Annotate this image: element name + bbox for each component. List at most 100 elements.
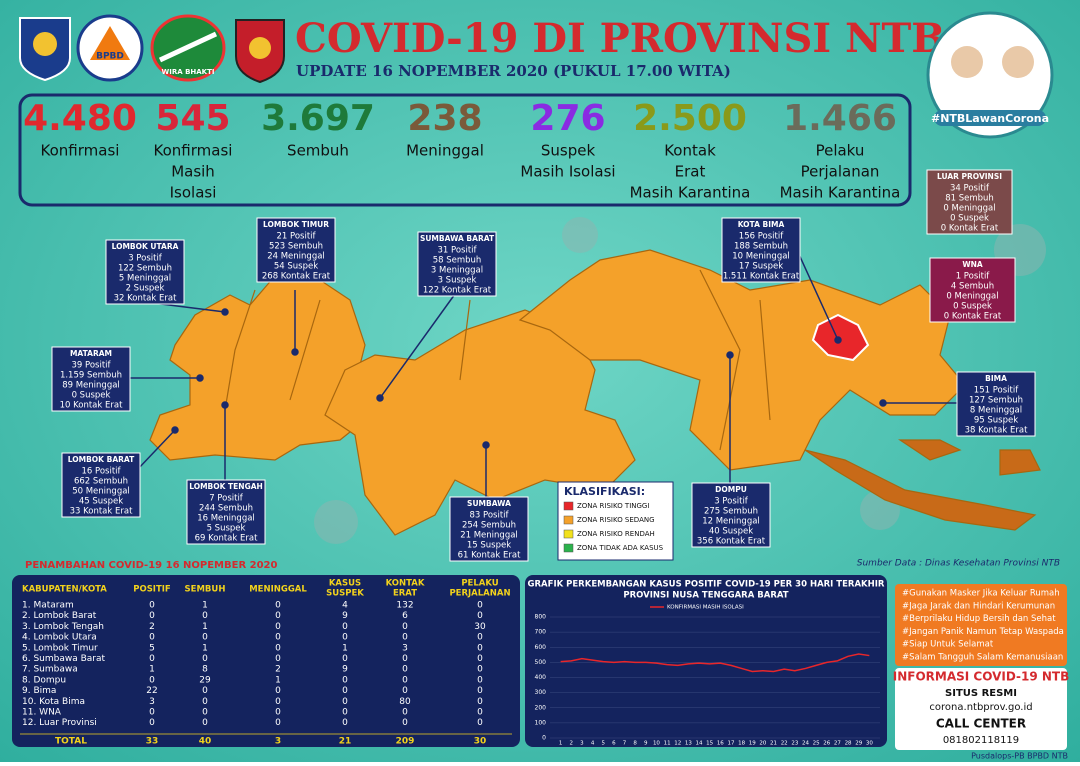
table-header: KABUPATEN/KOTA: [22, 585, 107, 595]
region-box: [51, 346, 131, 412]
table-header: SEMBUH: [185, 585, 226, 595]
table-total: 21: [339, 737, 352, 747]
stat-value: 2.500: [633, 98, 747, 139]
table-cell: 0: [402, 633, 408, 643]
region-box: [449, 496, 529, 562]
region-line: 0 Meninggal: [943, 204, 995, 214]
table-cell: 0: [275, 611, 281, 621]
region-line: 3 Suspek: [438, 276, 477, 286]
legend-label: ZONA RISIKO SEDANG: [577, 516, 655, 524]
info-message: #Siap Untuk Selamat: [902, 640, 994, 650]
legend-title: KLASIFIKASI:: [564, 485, 645, 498]
table-cell: 0: [477, 675, 483, 685]
table-cell: 0: [275, 622, 281, 632]
table-cell: 0: [202, 697, 208, 707]
table-cell: 0: [477, 697, 483, 707]
region-line: 156 Positif: [739, 232, 784, 242]
region-name: LOMBOK TIMUR: [263, 220, 329, 229]
info-messages-box: [895, 584, 1067, 666]
legend-swatch: [563, 543, 574, 553]
info-message: #Jangan Panik Namun Tetap Waspada: [902, 627, 1064, 637]
region-name: SUMBAWA BARAT: [420, 234, 495, 243]
region-line: 50 Meninggal: [72, 487, 130, 497]
table-cell: 0: [275, 686, 281, 696]
table-header: SUSPEK: [326, 589, 364, 599]
table-cell: 0: [149, 708, 155, 718]
table-total: 209: [396, 737, 415, 747]
table-cell: 2. Lombok Barat: [22, 611, 97, 621]
region-line: 244 Sembuh: [199, 504, 253, 514]
table-cell: 0: [402, 686, 408, 696]
table-cell: 0: [402, 665, 408, 675]
table-header: POSITIF: [133, 585, 171, 595]
stat-value: 276: [530, 98, 605, 139]
chart-box: [525, 575, 887, 747]
stat-value: 3.697: [261, 98, 375, 139]
x-tick-label: 25: [813, 741, 820, 747]
region-name: LOMBOK TENGAH: [189, 482, 263, 491]
x-tick-label: 16: [717, 741, 724, 747]
table-header: PELAKU: [461, 579, 498, 589]
line: [560, 653, 870, 673]
table-cell: 132: [396, 601, 413, 611]
region-line: 1 Positif: [956, 272, 991, 282]
x-tick-label: 19: [749, 741, 756, 747]
region-line: 0 Meninggal: [946, 292, 998, 302]
info-message: #Berprilaku Hidup Bersih dan Sehat: [902, 614, 1056, 624]
region-line: 12 Meninggal: [702, 517, 760, 527]
x-tick-label: 15: [706, 741, 713, 747]
x-tick-label: 28: [845, 741, 852, 747]
table-cell: 8. Dompu: [22, 675, 66, 685]
stat-label: Perjalanan: [801, 163, 880, 181]
region-line: 275 Sembuh: [704, 507, 758, 517]
table-header: KASUS: [329, 579, 361, 589]
region-line: 122 Sembuh: [118, 264, 172, 274]
table-cell: 9. Bima: [22, 686, 56, 696]
table-cell: 0: [202, 611, 208, 621]
table-cell: 0: [202, 654, 208, 664]
info-box: [895, 668, 1067, 750]
site-label: SITUS RESMI: [945, 688, 1017, 699]
source: Sumber Data : Dinas Kesehatan Provinsi N…: [857, 559, 1060, 569]
x-tick-label: 1: [559, 741, 563, 747]
table-cell: 22: [146, 686, 157, 696]
x-tick-label: 24: [802, 741, 809, 747]
table-cell: 2: [275, 665, 281, 675]
info-message: #Salam Tangguh Salam Kemanusiaan: [902, 653, 1063, 663]
logo-text: WIRA BHAKTI: [162, 68, 215, 76]
table-cell: 0: [149, 654, 155, 664]
region-box: [186, 479, 266, 545]
legend-box: [557, 481, 674, 561]
region-line: 2 Suspek: [126, 284, 165, 294]
region-line: 31 Positif: [437, 246, 477, 256]
y-tick-label: 800: [535, 614, 547, 621]
region-line: 39 Positif: [71, 361, 111, 371]
region-line: 0 Kontak Erat: [941, 224, 999, 234]
stat-label: Kontak: [664, 142, 716, 160]
table-cell: 0: [477, 601, 483, 611]
stat-label: Konfirmasi: [41, 142, 120, 160]
table-cell: 0: [402, 654, 408, 664]
x-tick-label: 7: [623, 741, 627, 747]
table-cell: 0: [275, 708, 281, 718]
stat-label: Isolasi: [170, 184, 217, 202]
region-name: DOMPU: [715, 485, 747, 494]
y-tick-label: 300: [535, 689, 547, 696]
region-line: 81 Sembuh: [945, 194, 994, 204]
table-cell: 0: [402, 675, 408, 685]
table-cell: 0: [342, 718, 348, 728]
legend-label: ZONA RISIKO TINGGI: [577, 502, 649, 510]
table-cell: 0: [342, 622, 348, 632]
region-line: 61 Kontak Erat: [458, 551, 521, 561]
table-cell: 1: [342, 643, 348, 653]
y-tick-label: 700: [535, 629, 547, 636]
region-name: LUAR PROVINSI: [937, 172, 1002, 181]
region-name: KOTA BIMA: [738, 220, 785, 229]
region-line: 662 Sembuh: [74, 477, 128, 487]
x-tick-label: 30: [866, 741, 873, 747]
region-line: 10 Kontak Erat: [60, 401, 123, 411]
table-cell: 5. Lombok Timur: [22, 643, 98, 653]
y-tick-label: 600: [535, 644, 547, 651]
table-cell: 30: [474, 622, 486, 632]
region-line: 89 Meninggal: [62, 381, 120, 391]
